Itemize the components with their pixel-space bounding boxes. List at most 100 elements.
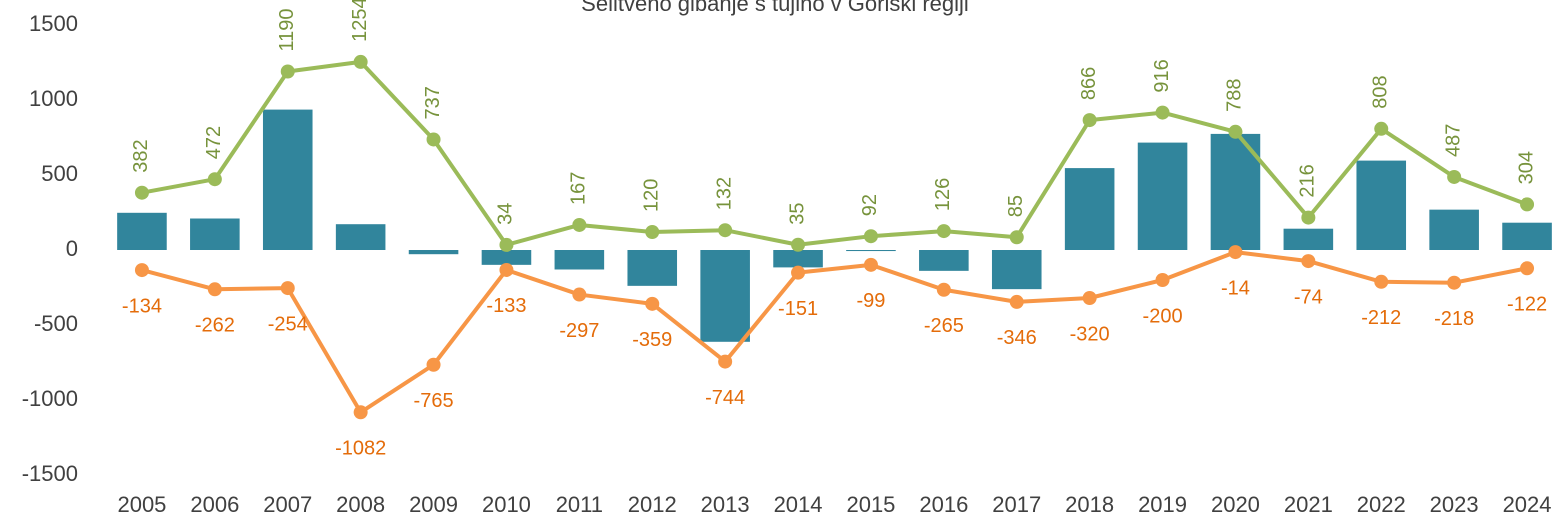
x-tick-label: 2022: [1357, 492, 1406, 517]
data-label: 132: [713, 177, 735, 210]
x-tick-label: 2009: [409, 492, 458, 517]
point: [1447, 169, 1462, 184]
point: [791, 237, 806, 252]
bar: [1502, 222, 1552, 250]
data-label: 808: [1370, 75, 1392, 108]
x-tick-label: 2010: [482, 492, 531, 517]
x-tick-label: 2024: [1503, 492, 1552, 517]
data-label: -122: [1507, 294, 1547, 316]
point: [1228, 245, 1243, 260]
bar: [846, 250, 896, 252]
point: [718, 354, 733, 369]
x-tick-label: 2012: [628, 492, 677, 517]
point: [645, 225, 660, 239]
y-tick-label: 1500: [29, 11, 78, 36]
point: [1009, 294, 1024, 309]
bar: [1429, 209, 1479, 250]
data-label: 85: [1005, 195, 1027, 217]
point: [863, 257, 878, 272]
x-tick-label: 2006: [190, 492, 239, 517]
bar: [408, 250, 459, 255]
point: [1301, 210, 1316, 225]
chart-title: Selitveno gibanje s tujino v Goriški reg…: [581, 0, 969, 16]
data-label: -254: [268, 313, 308, 335]
data-label: 167: [568, 172, 590, 205]
x-tick-label: 2011: [556, 492, 603, 517]
bar: [1283, 228, 1334, 250]
x-tick-label: 2014: [774, 492, 823, 517]
point: [936, 224, 951, 239]
x-tick-label: 2013: [701, 492, 750, 517]
y-tick-label: 0: [66, 236, 78, 261]
point: [1301, 254, 1316, 269]
x-tick-label: 2017: [992, 492, 1041, 517]
point: [1520, 261, 1535, 276]
y-tick-label: -500: [34, 311, 78, 336]
bar: [773, 250, 823, 268]
point: [572, 217, 587, 232]
data-label: 216: [1297, 164, 1319, 197]
data-label: -262: [195, 315, 235, 337]
data-label: 92: [859, 194, 881, 216]
point: [353, 54, 368, 69]
point: [791, 265, 806, 280]
bar: [1064, 168, 1115, 250]
data-label: 472: [203, 126, 225, 159]
bar: [190, 218, 240, 250]
data-label: 1254: [349, 0, 371, 42]
data-label: 788: [1224, 78, 1246, 111]
point: [499, 262, 514, 277]
data-label: -200: [1143, 305, 1183, 327]
x-tick-label: 2020: [1211, 492, 1260, 517]
data-label: -1082: [335, 438, 386, 460]
data-label: -359: [632, 329, 672, 351]
point: [134, 263, 149, 278]
point: [426, 132, 441, 147]
data-label: -133: [486, 295, 526, 317]
bar: [554, 250, 605, 270]
data-label: -14: [1221, 277, 1250, 299]
bar: [627, 250, 678, 286]
bar: [700, 250, 750, 342]
data-label: -74: [1294, 286, 1323, 308]
point: [1155, 273, 1170, 287]
point: [936, 282, 951, 297]
data-label: -346: [997, 327, 1037, 349]
x-tick-label: 2005: [117, 492, 166, 517]
y-tick-label: 1000: [29, 86, 78, 111]
data-label: -99: [856, 290, 885, 312]
point: [499, 237, 514, 252]
y-tick-label: -1500: [22, 461, 78, 486]
point: [1082, 113, 1097, 128]
point: [645, 296, 660, 311]
point: [280, 281, 295, 296]
x-tick-label: 2021: [1284, 492, 1333, 517]
data-label: -151: [778, 298, 818, 320]
x-tick-label: 2016: [919, 492, 968, 517]
point: [1009, 230, 1024, 245]
data-label: -765: [414, 390, 454, 412]
data-label: -218: [1434, 308, 1474, 330]
point: [1082, 291, 1097, 305]
line: [141, 59, 1528, 247]
point: [863, 229, 878, 244]
data-label: 120: [641, 179, 663, 212]
bar: [919, 250, 969, 271]
point: [207, 282, 222, 297]
point: [1374, 121, 1389, 136]
data-label: -297: [559, 320, 599, 342]
data-label: 35: [786, 203, 808, 225]
x-tick-label: 2023: [1430, 492, 1479, 517]
data-label: -265: [924, 315, 964, 337]
x-tick-label: 2007: [263, 492, 312, 517]
point: [572, 287, 587, 302]
data-label: -212: [1361, 307, 1401, 329]
data-label: 916: [1151, 59, 1173, 92]
point: [134, 185, 149, 200]
point: [1155, 105, 1170, 120]
data-label: 34: [495, 203, 517, 225]
bar: [335, 224, 386, 250]
point: [1374, 274, 1389, 289]
